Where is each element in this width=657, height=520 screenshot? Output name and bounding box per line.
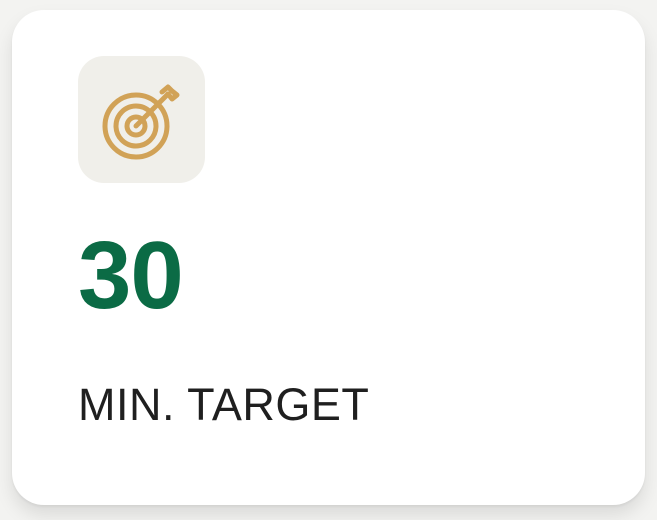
stat-label: MIN. TARGET (78, 379, 370, 430)
icon-tile (78, 56, 205, 183)
target-icon (102, 84, 179, 159)
stat-value: 30 (78, 222, 184, 329)
stat-card: 30 MIN. TARGET (12, 10, 645, 505)
